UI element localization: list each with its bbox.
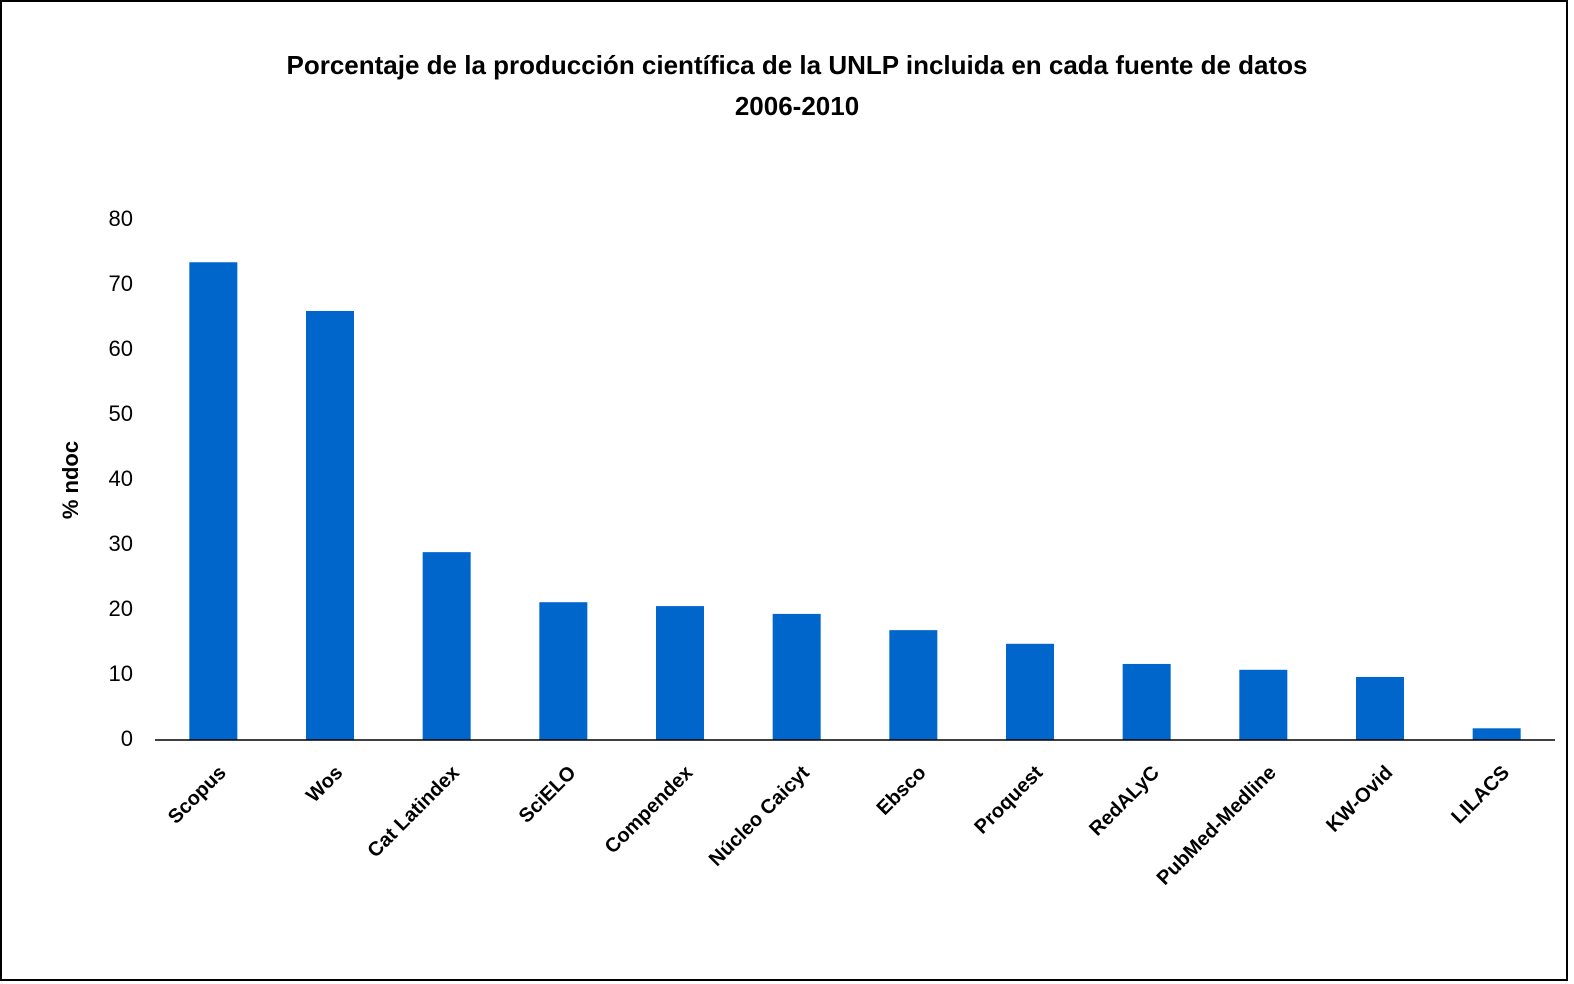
bar [772, 613, 821, 740]
y-tick-label: 10 [109, 661, 133, 686]
x-tick-label: Cat Latindex [364, 762, 464, 862]
y-tick-label: 80 [109, 206, 133, 231]
x-tick-label: Ebsco [873, 762, 931, 820]
x-tick-label: RedALyC [1085, 762, 1164, 841]
x-tick-label: Scopus [164, 762, 231, 829]
bar [422, 552, 471, 740]
y-tick-label: 30 [109, 531, 133, 556]
bar [1122, 663, 1171, 740]
bar [189, 262, 238, 740]
y-tick-label: 40 [109, 466, 133, 491]
bar [889, 630, 938, 740]
chart-subtitle: 2006-2010 [735, 91, 859, 121]
y-axis-title: % ndoc [58, 441, 83, 519]
x-tick-label: Compendex [601, 762, 697, 858]
x-tick-label: LILACS [1447, 762, 1514, 829]
bar [1006, 643, 1054, 740]
x-tick-label: Proquest [970, 761, 1047, 838]
y-tick-label: 60 [109, 336, 133, 361]
y-tick-label: 20 [109, 596, 133, 621]
y-tick-label: 50 [109, 401, 133, 426]
bar [656, 606, 704, 740]
bar [306, 311, 354, 740]
x-tick-label: KW-Ovid [1322, 762, 1397, 837]
chart-title: Porcentaje de la producción científica d… [287, 50, 1308, 80]
y-tick-label: 70 [109, 271, 133, 296]
x-tick-label: Wos [302, 762, 347, 807]
x-tick-label: SciELO [515, 762, 581, 828]
bar [539, 602, 588, 740]
bar [1472, 728, 1521, 740]
y-tick-label: 0 [121, 726, 133, 751]
bar [1356, 676, 1404, 740]
bar [1239, 669, 1288, 740]
x-tick-label: Núcleo Caicyt [705, 761, 814, 870]
x-tick-label: PubMed-Medline [1153, 762, 1281, 890]
